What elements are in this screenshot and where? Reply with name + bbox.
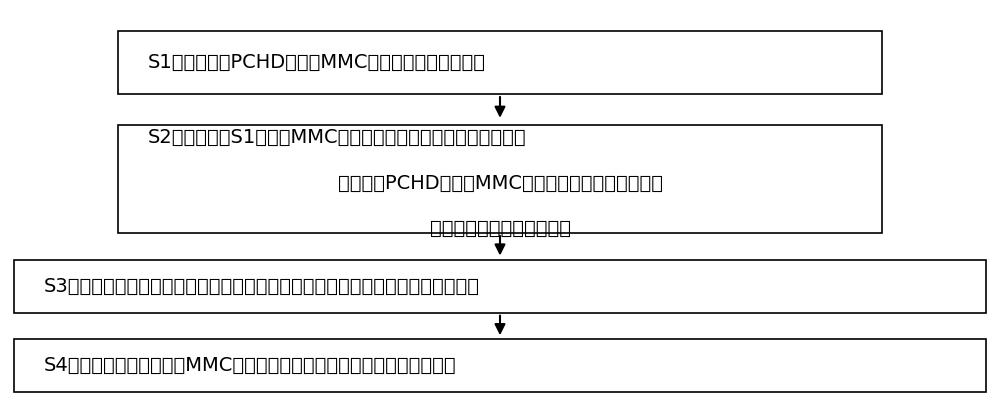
FancyBboxPatch shape — [14, 260, 986, 313]
FancyBboxPatch shape — [14, 339, 986, 392]
FancyBboxPatch shape — [118, 31, 882, 94]
Text: S4、根据触发脑冲信号对MMC各相桥臂子模块的变换器开关状态进行控制: S4、根据触发脑冲信号对MMC各相桥臂子模块的变换器开关状态进行控制 — [44, 357, 456, 375]
FancyBboxPatch shape — [118, 125, 882, 233]
Text: S3、采用脑冲调制方法对波动电容电压控制量进行处理，得到相应的触发脑冲信号: S3、采用脑冲调制方法对波动电容电压控制量进行处理，得到相应的触发脑冲信号 — [44, 276, 480, 296]
Text: S1、建立基于PCHD模型的MMC波动电容电压状态方程: S1、建立基于PCHD模型的MMC波动电容电压状态方程 — [148, 53, 486, 72]
Text: 以得到波动电容电压控制量: 以得到波动电容电压控制量 — [430, 219, 570, 239]
Text: 得到基于PCHD模型的MMC电容电压波动无源控制器，: 得到基于PCHD模型的MMC电容电压波动无源控制器， — [338, 173, 662, 193]
Text: S2、基于步骤S1建立的MMC波动电容电压状态方程，进一步构建: S2、基于步骤S1建立的MMC波动电容电压状态方程，进一步构建 — [148, 128, 527, 146]
